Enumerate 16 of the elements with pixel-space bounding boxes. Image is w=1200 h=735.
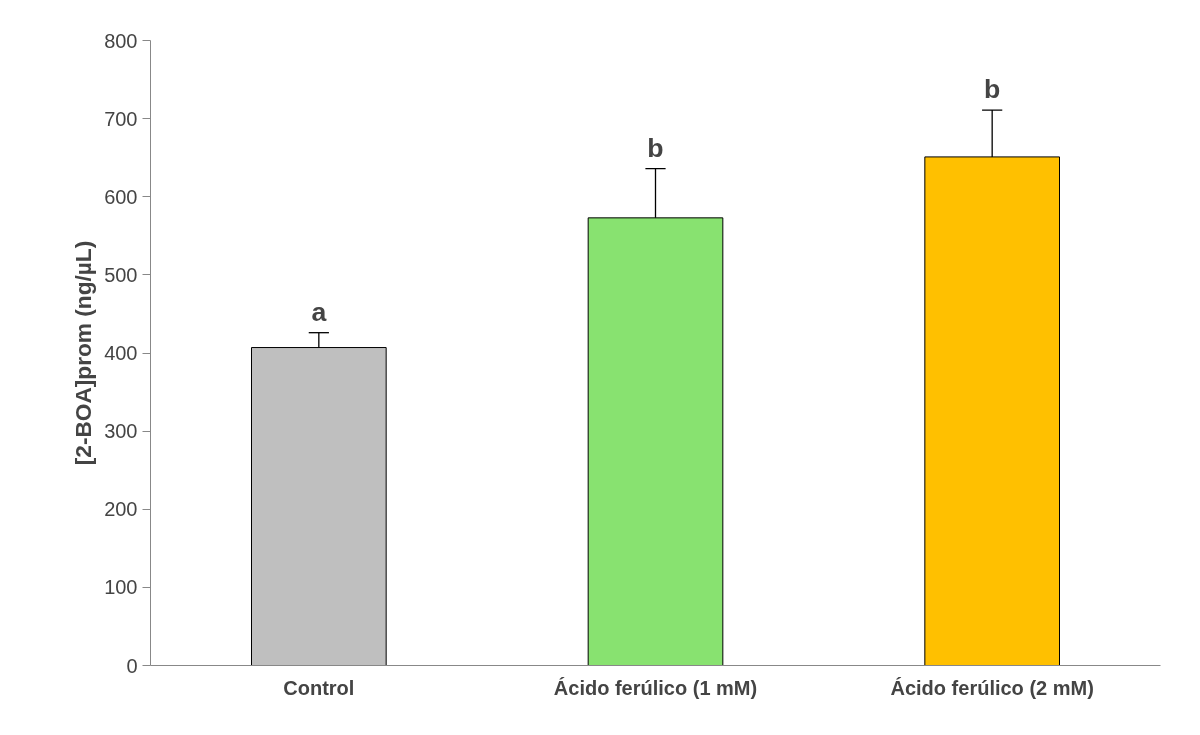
x-tick-label: Control: [283, 676, 355, 699]
y-tick-label: 300: [104, 420, 138, 443]
annotation: b: [647, 132, 664, 163]
y-tick-label: 200: [104, 498, 138, 521]
y-tick-label: 700: [104, 107, 138, 130]
y-tick-label: 600: [104, 185, 138, 208]
y-axis-title: [2-BOA]prom (ng/µL): [70, 240, 97, 466]
annotation: b: [984, 74, 1001, 105]
y-tick-label: 500: [104, 263, 138, 286]
y-tick-label: 100: [104, 576, 138, 599]
y-tick-label: 800: [104, 29, 138, 52]
y-tick-label: 400: [104, 342, 138, 364]
y-tick-label: 0: [126, 654, 138, 677]
annotation: a: [311, 296, 327, 327]
x-tick-label: Ácido ferúlico (1 mM): [553, 676, 758, 699]
x-tick-label: Ácido ferúlico (2 mM): [890, 676, 1094, 699]
